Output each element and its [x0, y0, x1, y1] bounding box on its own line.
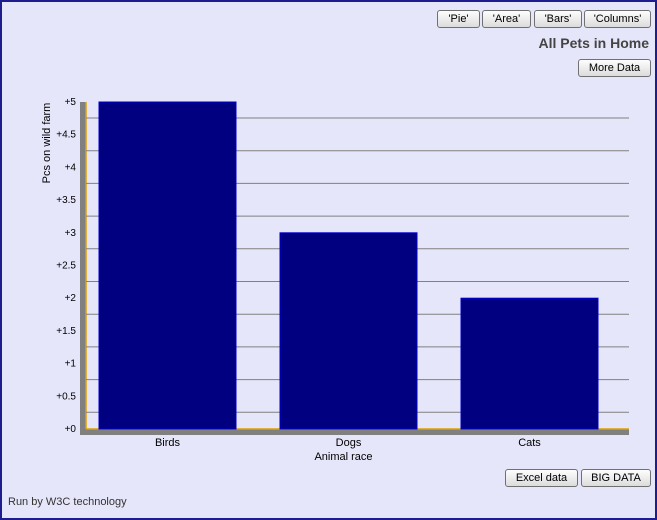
x-tick-label: Cats — [518, 437, 541, 449]
x-tick-label: Dogs — [336, 437, 362, 449]
x-tick-label: Birds — [155, 437, 181, 449]
y-tick-label: +2.5 — [56, 261, 76, 272]
y-tick-label: +3 — [65, 228, 77, 239]
y-tick-label: +0.5 — [56, 391, 76, 402]
x-axis-label: Animal race — [314, 451, 372, 463]
y-axis-wall — [80, 102, 86, 435]
chart-title: All Pets in Home — [538, 35, 649, 51]
pie-button[interactable]: 'Pie' — [437, 10, 480, 28]
big-data-button[interactable]: BIG DATA — [581, 469, 651, 487]
bar — [98, 101, 237, 430]
y-tick-label: +4.5 — [56, 130, 76, 141]
excel-data-button[interactable]: Excel data — [505, 469, 578, 487]
y-tick-label: +3.5 — [56, 195, 76, 206]
bar — [279, 232, 418, 430]
y-tick-label: +4 — [65, 162, 77, 173]
more-data-button[interactable]: More Data — [578, 59, 651, 77]
y-tick-label: +5 — [65, 97, 77, 108]
bar — [460, 297, 599, 430]
y-tick-label: +1.5 — [56, 326, 76, 337]
y-axis-label: Pcs on wild farm — [41, 103, 53, 184]
area-button[interactable]: 'Area' — [482, 10, 531, 28]
x-axis-floor — [80, 429, 629, 435]
y-tick-label: +0 — [65, 424, 77, 435]
bars-button[interactable]: 'Bars' — [534, 10, 582, 28]
y-tick-label: +2 — [65, 293, 77, 304]
footer-text: Run by W3C technology — [8, 496, 127, 508]
y-tick-label: +1 — [65, 359, 77, 370]
columns-button[interactable]: 'Columns' — [584, 10, 651, 28]
